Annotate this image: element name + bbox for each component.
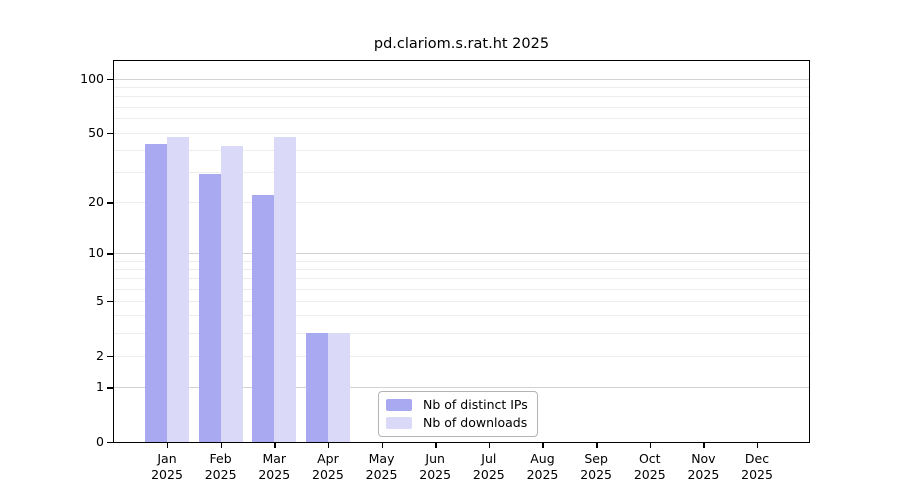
bar-distinct-ips-mar <box>252 195 275 442</box>
x-tick <box>220 443 223 448</box>
y-tick <box>107 387 113 389</box>
y-tick-label: 0 <box>96 434 104 449</box>
legend-item-distinct-ips: Nb of distinct IPs <box>386 397 528 412</box>
gridline-minor <box>114 106 809 108</box>
x-tick-label: Apr 2025 <box>312 451 344 482</box>
x-tick-label: Aug 2025 <box>526 451 559 482</box>
x-tick-label: Jul 2025 <box>472 451 505 482</box>
gridline-minor <box>114 278 809 280</box>
y-tick-label: 20 <box>88 194 104 210</box>
y-tick-label: 100 <box>80 70 104 86</box>
gridline-minor <box>114 269 809 271</box>
y-tick <box>107 78 113 81</box>
bar-distinct-ips-jan <box>145 144 167 442</box>
x-tick <box>327 443 330 448</box>
gridline-minor <box>114 171 809 173</box>
y-tick-label: 1 <box>96 379 104 395</box>
y-tick <box>107 132 113 134</box>
y-tick-label: 2 <box>96 347 104 363</box>
x-tick <box>703 443 705 448</box>
chart-title: pd.clariom.s.rat.ht 2025 <box>373 36 550 52</box>
gridline-minor <box>114 118 809 120</box>
legend-swatch-distinct-ips <box>386 398 412 411</box>
x-tick-label: Nov 2025 <box>687 451 720 482</box>
y-tick <box>107 202 113 204</box>
legend-label-downloads: Nb of downloads <box>423 415 528 430</box>
x-tick-label: Oct 2025 <box>633 451 666 482</box>
x-tick <box>488 443 491 448</box>
legend-swatch-downloads <box>386 416 412 429</box>
y-tick-label: 50 <box>88 124 104 140</box>
y-tick-label: 10 <box>88 245 104 261</box>
bar-downloads-feb <box>220 145 243 442</box>
bar-downloads-jan <box>167 137 189 442</box>
x-tick <box>757 443 759 448</box>
x-tick-label: Jan 2025 <box>151 451 183 482</box>
gridline-minor <box>114 332 809 334</box>
x-tick <box>596 443 598 448</box>
x-tick-label: Jun 2025 <box>419 451 452 482</box>
bar-downloads-mar <box>274 137 297 442</box>
gridline-minor <box>114 355 809 357</box>
bar-distinct-ips-feb <box>198 174 221 442</box>
gridline-minor <box>114 300 809 302</box>
gridline-minor <box>114 149 809 151</box>
y-tick <box>107 253 113 255</box>
gridline-major <box>114 387 809 389</box>
gridline-minor <box>114 260 809 262</box>
x-tick <box>167 443 169 448</box>
gridline-minor <box>114 86 809 88</box>
gridline-major <box>114 78 809 80</box>
x-tick-label: Feb 2025 <box>204 451 237 482</box>
x-tick <box>542 443 544 448</box>
y-tick <box>107 300 113 303</box>
x-tick <box>649 443 652 448</box>
gridline-minor <box>114 288 809 290</box>
gridline-minor <box>114 202 809 204</box>
x-tick-label: May 2025 <box>365 451 398 482</box>
x-tick <box>274 443 276 448</box>
bar-downloads-apr <box>327 332 350 442</box>
y-tick <box>107 442 113 444</box>
gridline-minor <box>114 96 809 98</box>
x-tick-label: Dec 2025 <box>741 451 773 482</box>
x-tick-label: Sep 2025 <box>580 451 613 482</box>
x-tick-label: Mar 2025 <box>258 451 291 482</box>
gridline-major <box>114 253 809 255</box>
x-tick <box>435 443 437 448</box>
plot-area <box>113 60 810 443</box>
gridline-minor <box>114 132 809 134</box>
legend-label-distinct-ips: Nb of distinct IPs <box>423 397 528 412</box>
y-tick <box>107 355 113 357</box>
bar-distinct-ips-apr <box>305 332 328 442</box>
gridline-minor <box>114 315 809 317</box>
legend: Nb of distinct IPs Nb of downloads <box>378 391 538 437</box>
legend-item-downloads: Nb of downloads <box>386 415 528 430</box>
y-tick-label: 5 <box>96 292 104 308</box>
x-tick <box>381 443 383 448</box>
